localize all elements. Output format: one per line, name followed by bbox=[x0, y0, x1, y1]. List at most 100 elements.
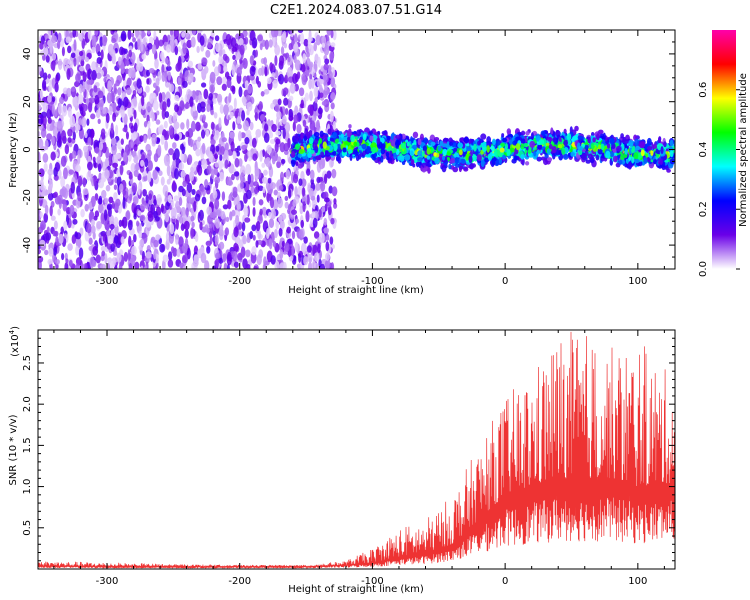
spectrogram-cell bbox=[173, 133, 180, 140]
spectrogram-cell bbox=[132, 96, 137, 107]
spectrogram-cell bbox=[315, 87, 319, 98]
spectrogram-cell bbox=[187, 154, 193, 166]
spectrogram-cell bbox=[286, 226, 291, 234]
spectrogram-cell bbox=[46, 109, 52, 119]
spectrogram-cell bbox=[669, 139, 674, 147]
spectrogram-cell bbox=[249, 231, 254, 240]
spectrogram-cell bbox=[87, 161, 93, 171]
spectrogram-cell bbox=[60, 130, 67, 142]
spectrogram-cell bbox=[148, 36, 154, 45]
spectrogram-cell bbox=[222, 253, 227, 263]
spectrogram-cell bbox=[51, 135, 55, 146]
spectrogram-cell bbox=[270, 102, 275, 110]
spectrogram-cell bbox=[292, 255, 297, 262]
spectrogram-cell bbox=[125, 60, 130, 67]
spectrogram-cell bbox=[130, 162, 136, 173]
spectrogram-cell bbox=[93, 160, 97, 168]
spectrogram-cell bbox=[47, 258, 54, 265]
spectrogram-cell bbox=[46, 226, 50, 233]
spectrogram-cell bbox=[108, 152, 112, 164]
spectrogram-cell bbox=[155, 119, 161, 125]
spectrogram-cell bbox=[255, 128, 262, 138]
spectrogram-cell bbox=[67, 137, 72, 143]
spectrogram-cell bbox=[93, 215, 98, 221]
spectrogram-cell bbox=[294, 41, 298, 53]
spectrogram-cell bbox=[305, 69, 310, 77]
spectrogram-cell bbox=[38, 103, 42, 110]
spectrogram-cell bbox=[321, 100, 327, 106]
spectrogram-cell bbox=[249, 55, 254, 66]
spectrogram-cell bbox=[412, 163, 416, 168]
spectrogram-cell bbox=[178, 162, 185, 171]
spectrogram-cell bbox=[133, 122, 138, 133]
spectrogram-cell bbox=[44, 34, 49, 40]
spectrogram-cell bbox=[536, 149, 540, 155]
spectrogram-cell bbox=[180, 122, 185, 130]
spectrogram-cell bbox=[263, 169, 268, 176]
spectrogram-cell bbox=[97, 51, 102, 57]
spectrogram-cell bbox=[295, 218, 300, 224]
spectrogram-cell bbox=[308, 187, 314, 197]
spectrogram-cell bbox=[261, 176, 268, 184]
spectrogram-cell bbox=[120, 111, 125, 118]
spectrogram-cell bbox=[257, 185, 264, 192]
spectrogram-cell bbox=[269, 138, 276, 144]
spectrogram-cell bbox=[202, 114, 206, 122]
spectrogram-cell bbox=[274, 228, 278, 239]
spectrogram-cell bbox=[56, 120, 63, 129]
spectrogram-cell bbox=[151, 133, 157, 145]
spectrogram-cell bbox=[303, 255, 309, 266]
spectrogram-cell bbox=[233, 242, 239, 253]
spectrogram-cell bbox=[287, 188, 292, 199]
spectrogram-cell bbox=[53, 220, 58, 230]
spectrogram-cell bbox=[128, 262, 133, 269]
spectrogram-cell bbox=[210, 139, 216, 145]
spectrogram-cell bbox=[120, 138, 124, 145]
spectrogram-cell bbox=[141, 53, 146, 60]
spectrogram-cell bbox=[163, 154, 170, 167]
spectrogram-cell bbox=[455, 163, 460, 168]
spectrogram-cell bbox=[214, 153, 219, 160]
spectrogram-cell bbox=[433, 136, 440, 141]
spectrogram-cell bbox=[309, 120, 316, 131]
spectrogram-cell bbox=[201, 142, 206, 155]
spectrogram-cell bbox=[282, 127, 286, 140]
spectrogram-cell bbox=[637, 153, 641, 161]
spectrogram-cell bbox=[296, 123, 302, 134]
spectrogram-cell bbox=[63, 220, 68, 231]
spectrogram-cell bbox=[84, 56, 90, 63]
spectrogram-cell bbox=[153, 251, 157, 260]
spectrogram-cell bbox=[651, 144, 658, 150]
spectrogram-cell bbox=[212, 60, 216, 67]
spectrogram-cell bbox=[147, 30, 151, 35]
spectrogram-cell bbox=[261, 65, 265, 76]
spectrogram-cell bbox=[282, 185, 287, 192]
spectrogram-cell bbox=[324, 58, 330, 65]
spectrogram-cell bbox=[563, 128, 567, 134]
spectrogram-cell bbox=[77, 153, 81, 165]
spectrogram-cell bbox=[46, 133, 53, 141]
spectrogram-cell bbox=[122, 72, 126, 81]
spectrogram-cell bbox=[88, 237, 93, 245]
spectrogram-cell bbox=[319, 92, 324, 99]
spectrogram-cell bbox=[268, 39, 273, 48]
spectrogram-cell bbox=[308, 129, 313, 137]
spectrogram-cell bbox=[272, 79, 278, 89]
spectrogram-cell bbox=[61, 252, 65, 261]
spectrogram-cell bbox=[330, 77, 335, 87]
spectrogram-cell bbox=[75, 257, 82, 266]
spectrogram-cell bbox=[170, 207, 177, 220]
spectrogram-cell bbox=[314, 53, 319, 65]
spectrogram-cell bbox=[643, 156, 648, 165]
spectrogram-cell bbox=[110, 137, 117, 146]
spectrogram-cell bbox=[180, 206, 187, 217]
spectrogram-cell bbox=[45, 55, 50, 63]
spectrogram-cell bbox=[315, 34, 321, 46]
spectrogram-cell bbox=[153, 239, 159, 248]
spectrogram-cell bbox=[70, 86, 76, 92]
spectrogram-cell bbox=[110, 122, 114, 134]
spectrogram-cell bbox=[232, 54, 236, 61]
spectrogram-cell bbox=[318, 232, 325, 244]
spectrogram-cell bbox=[82, 145, 89, 153]
spectrogram-cell bbox=[233, 97, 237, 110]
